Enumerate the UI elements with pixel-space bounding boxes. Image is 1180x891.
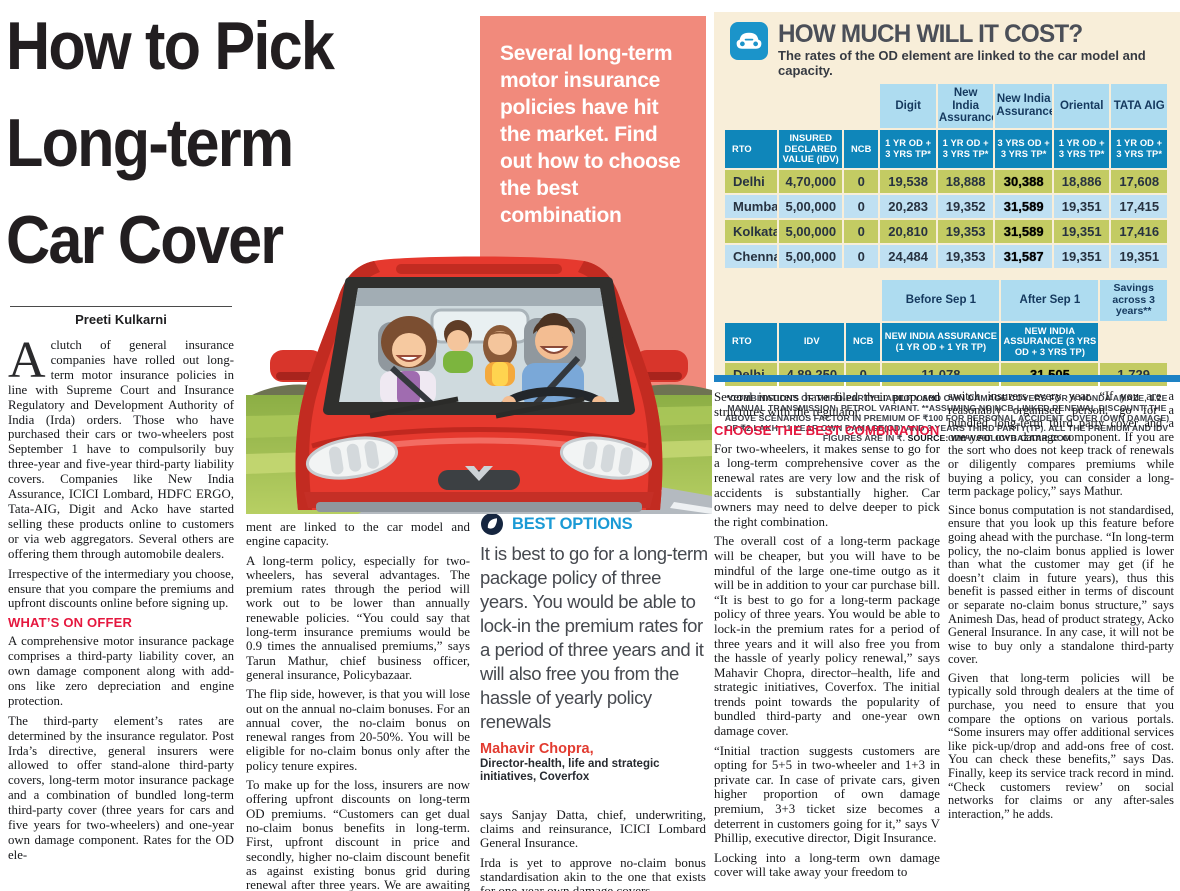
car-icon [730,22,768,60]
headline-line-2: Long-term [6,105,294,181]
column-header: 1 YR OD + 3 YRS TP* [1111,129,1167,168]
pull-quote-label: BEST OPTIONS [512,514,633,533]
paragraph: A comprehensive motor insurance package … [8,634,234,708]
paragraph: Since bonus computation is not standardi… [948,502,1174,667]
drop-cap: A [8,338,46,389]
source-value: WWW.POLICYBAZAAR.COM [950,432,1072,443]
article-column-2: ment are linked to the car model and eng… [246,520,470,891]
table-row: Delhi 4,70,000 0 19,538 18,888 30,388 18… [725,169,1167,193]
headline-line-3: Car Cover [6,202,284,278]
paragraph: To make up for the loss, insurers are no… [246,778,470,891]
section-subhead: WHAT’S ON OFFER [8,615,133,631]
column-header: NEW INDIA ASSURANCE (1 YR OD + 1 YR TP) [882,322,1000,361]
paragraph: The overall cost of a long-term package … [714,534,940,739]
page-title: How to Pick Long-term Car Cover [6,0,429,289]
insurer-header: Oriental [1053,84,1110,128]
insurer-header: Digit [880,84,936,128]
infographic-subtitle: The rates of the OD element are linked t… [778,48,1146,78]
infographic-title-block: HOW MUCH WILL IT COST? The rates of the … [778,20,1168,79]
column-header: 1 YR OD + 3 YRS TP* [880,129,936,168]
column-header: RTO [725,129,778,168]
column-header: 3 YRS OD + 3 YRS TP* [995,129,1052,168]
standfirst-text: Several long-term motor insurance polici… [500,42,681,227]
paragraph: Given that long-term policies will be ty… [948,670,1174,821]
paragraph: Locking into a long-term own damage cove… [714,850,940,880]
family-car-illustration [246,238,712,514]
table-row: Chennai 5,00,000 0 24,484 19,353 31,587 … [725,244,1167,268]
paragraph: A long-term policy, especially for two-w… [246,553,470,682]
pull-quote-header: BEST OPTIONS [480,512,708,536]
quote-icon [480,512,504,536]
paragraph: ment are linked to the car model and eng… [246,520,470,549]
pull-quote-text: It is best to go for a long-term package… [480,543,708,732]
column-header: 1 YR OD + 3 YRS TP* [937,129,994,168]
pull-quote: BEST OPTIONS It is best to go for a long… [480,512,708,784]
paragraph: Several insurers have filed their propos… [714,390,940,419]
column-header: NEW INDIA ASSURANCE (3 YRS OD + 3 YRS TP… [1001,322,1099,361]
infographic-title: HOW MUCH WILL IT COST? [778,20,1083,48]
article-column-3: says Sanjay Datta, chief, underwriting, … [480,808,706,891]
pull-quote-attribution-name: Mahavir Chopra, [480,741,594,757]
paragraph: switch insurers every year. “If you are … [948,390,1174,499]
column-header: RTO [725,322,778,361]
section-subhead: CHOOSE THE BEST COMBINATION [714,423,940,439]
insurer-header: New India Assurance [937,84,994,128]
infographic-header: HOW MUCH WILL IT COST? The rates of the … [714,12,1180,78]
column-header: NCB [844,129,879,168]
column-header: 1 YR OD + 3 YRS TP* [1053,129,1110,168]
period-header-row: Before Sep 1 After Sep 1 Savings across … [725,279,1167,321]
insurer-header: New India Assurance [995,84,1052,128]
paragraph: The third-party element’s rates are dete… [8,713,234,862]
paragraph: Irda is yet to approve no-claim bonus st… [480,854,706,891]
insurer-header-row: Digit New India Assurance New India Assu… [725,84,1167,128]
article-column-5: switch insurers every year. “If you are … [948,390,1174,891]
byline-divider [10,306,232,307]
before-after-table: Before Sep 1 After Sep 1 Savings across … [723,278,1169,388]
period-header: Savings across 3 years** [1100,279,1167,321]
article-column-4: Several insurers have filed their propos… [714,390,940,891]
premium-comparison-table: Digit New India Assurance New India Assu… [723,82,1169,270]
column-header: IDV [779,322,845,361]
table-row: Kolkata 5,00,000 0 20,810 19,353 31,589 … [725,219,1167,243]
source-label: SOURCE: [907,432,949,443]
cost-infographic: HOW MUCH WILL IT COST? The rates of the … [714,12,1180,443]
paragraph: For two-wheelers, it makes sense to go f… [714,441,940,529]
insurer-header: TATA AIG [1111,84,1167,128]
period-header: After Sep 1 [1001,279,1099,321]
paragraph: “Initial traction suggests customers are… [714,743,940,846]
column-header-row: RTO IDV NCB NEW INDIA ASSURANCE (1 YR OD… [725,322,1167,361]
column-header: NCB [846,322,881,361]
headline-line-1: How to Pick [6,8,335,84]
infographic-footer-bar [714,375,1180,382]
byline: Preeti Kulkarni [75,312,167,327]
car-illustration-svg [246,256,712,514]
table-row: Mumbai 5,00,000 0 20,283 19,352 31,589 1… [725,194,1167,218]
column-header-row: RTO INSURED DECLARED VALUE (IDV) NCB 1 Y… [725,129,1167,168]
paragraph: says Sanjay Datta, chief, underwriting, … [480,808,706,851]
paragraph: The flip side, however, is that you will… [246,687,470,773]
period-header: Before Sep 1 [882,279,1000,321]
pull-quote-attribution-role: Director-health, life and strategic init… [480,758,660,783]
column-header: INSURED DECLARED VALUE (IDV) [779,129,843,168]
paragraph: Irrespective of the intermediary you cho… [8,566,234,611]
table-footnote: *COMBINATIONS OF THIRD-PARTY LIABILITY A… [724,392,1170,443]
